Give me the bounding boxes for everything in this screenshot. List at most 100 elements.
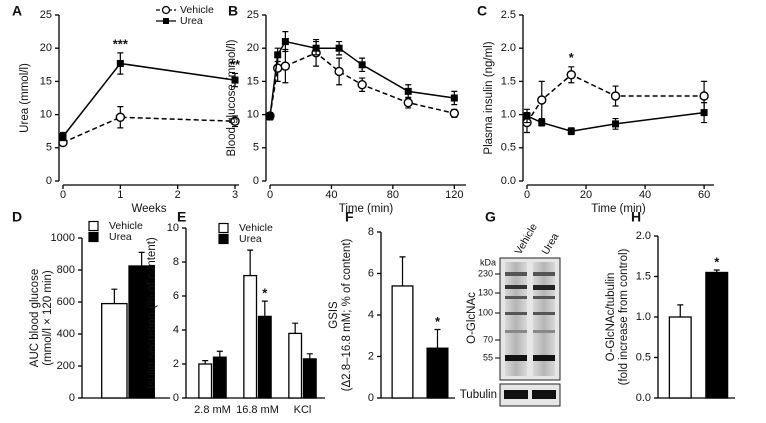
- x-tick-label: 0: [267, 189, 273, 201]
- panel-letter: D: [12, 209, 22, 225]
- marker: [357, 80, 367, 90]
- y-tick-label: 20: [40, 42, 52, 54]
- lane-label: Urea: [540, 231, 562, 257]
- legend-label: Vehicle: [180, 4, 214, 16]
- x-tick-label: 2.8 mM: [194, 404, 231, 416]
- legend-label: Urea: [180, 15, 203, 27]
- marker: [358, 61, 366, 69]
- bar: [212, 356, 227, 399]
- legend-marker: [161, 5, 171, 15]
- marker: [449, 108, 460, 118]
- bar: [302, 358, 317, 399]
- y-tick-label: 1.5: [636, 270, 651, 282]
- marker: [700, 109, 708, 117]
- y-axis-label: Isulin secretion (% of content): [146, 237, 158, 389]
- legend-swatch: [218, 222, 229, 234]
- x-tick-label: 40: [325, 189, 337, 201]
- y-axis-label: Plasma insulin (ng/ml): [483, 41, 495, 154]
- marker: [450, 94, 458, 102]
- panel-letter: A: [12, 3, 22, 19]
- x-tick-label: 40: [639, 189, 651, 201]
- x-axis-label: Time (min): [339, 203, 394, 215]
- marker-unit: kDa: [480, 257, 496, 267]
- y-tick-label: 0: [368, 392, 374, 404]
- y-axis-label: (Δ2.8–16.8 mM; % of content): [341, 238, 353, 391]
- marker: [610, 91, 621, 101]
- y-tick-label: 8: [368, 226, 374, 238]
- marker: [403, 97, 413, 108]
- marker: [567, 127, 575, 135]
- marker: [538, 119, 546, 127]
- error-bar: [677, 304, 684, 317]
- y-tick-label: 0: [253, 175, 259, 187]
- annotation: ***: [113, 36, 129, 51]
- marker: [274, 51, 282, 59]
- x-tick-label: 16.8 mM: [236, 404, 279, 416]
- y-tick-label: 1.0: [636, 311, 651, 323]
- panel-letter: B: [228, 3, 238, 19]
- error-bar: [111, 288, 118, 304]
- bar: [243, 274, 258, 399]
- marker: [272, 63, 283, 73]
- x-tick-label: KCl: [294, 404, 312, 416]
- y-axis-label: Urea (mmol/l): [19, 63, 31, 133]
- size-marker: 70: [483, 334, 493, 344]
- panel-letter: G: [485, 209, 496, 225]
- y-tick-label: 20: [247, 42, 259, 54]
- size-marker: 100: [478, 307, 493, 317]
- marker: [404, 87, 412, 95]
- marker: [335, 44, 343, 52]
- y-tick-label: 2.0: [501, 42, 516, 54]
- x-tick-label: 120: [445, 189, 463, 201]
- size-marker: 55: [483, 352, 493, 362]
- y-axis-label: GSIS: [328, 301, 340, 329]
- marker: [280, 61, 291, 71]
- bar: [391, 285, 414, 399]
- y-tick-label: 200: [57, 360, 75, 372]
- blot-lane: [533, 262, 555, 376]
- y-tick-label: 4: [173, 324, 179, 336]
- legend-label: Vehicle: [239, 222, 273, 234]
- blot-panel: [499, 257, 561, 407]
- y-axis-label: (fold increase from control): [618, 248, 630, 385]
- y-tick-label: 2.0: [636, 230, 651, 242]
- y-tick-label: 10: [247, 109, 259, 121]
- y-tick-label: 8: [173, 256, 179, 268]
- blot-membrane: [499, 383, 561, 407]
- x-tick-label: 0: [60, 189, 66, 201]
- x-tick-label: 3: [232, 189, 238, 201]
- error-bar: [216, 350, 223, 358]
- bar: [257, 315, 272, 399]
- lane-label: Vehicle: [513, 221, 540, 256]
- annotation: *: [569, 50, 575, 65]
- y-tick-label: 10: [167, 222, 179, 234]
- legend-label: Urea: [239, 233, 262, 245]
- error-bar: [434, 328, 441, 349]
- marker: [537, 95, 547, 105]
- y-tick-label: 0.0: [636, 392, 651, 404]
- y-tick-label: 6: [173, 290, 179, 302]
- y-tick-label: 0.5: [501, 142, 516, 154]
- bar: [128, 265, 155, 399]
- y-tick-label: 2.5: [501, 9, 516, 21]
- marker: [612, 120, 620, 128]
- marker: [230, 116, 240, 126]
- legend-label: Vehicle: [109, 220, 143, 232]
- bar: [101, 302, 128, 399]
- series-line: [62, 116, 236, 144]
- marker: [566, 70, 576, 80]
- y-tick-label: 5: [253, 142, 259, 154]
- y-tick-label: 4: [368, 309, 374, 321]
- y-tick-label: 400: [57, 328, 75, 340]
- y-tick-label: 25: [40, 9, 52, 21]
- legend-swatch: [218, 233, 229, 245]
- y-axis-label: Blood glucose (mmol/l): [226, 39, 238, 156]
- y-tick-label: 2: [173, 358, 179, 370]
- panel-letter: C: [477, 3, 487, 19]
- y-tick-label: 25: [247, 9, 259, 21]
- x-tick-label: 60: [698, 189, 710, 201]
- marker: [231, 76, 239, 84]
- y-tick-label: 600: [57, 296, 75, 308]
- blot-band: [532, 390, 556, 399]
